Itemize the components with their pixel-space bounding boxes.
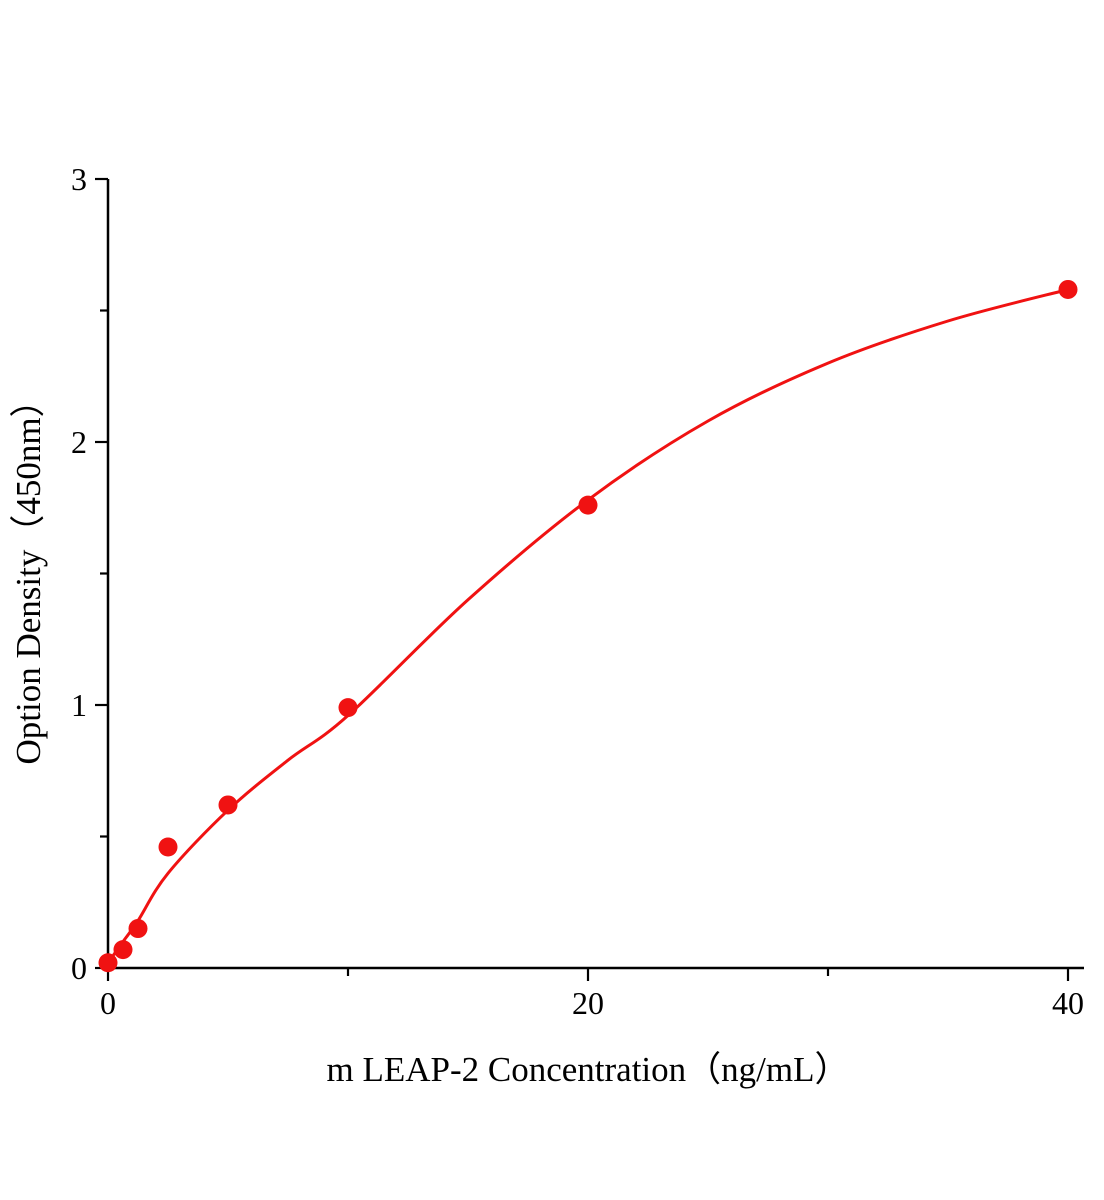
y-tick-label: 2 [71,424,87,460]
fit-curve [106,288,1070,965]
data-point [113,940,133,960]
y-tick-label: 0 [71,950,87,986]
data-point [98,953,118,973]
data-point [128,919,148,939]
x-tick-label: 40 [1052,985,1084,1021]
data-point [338,698,358,718]
y-axis-title: Option Density（450nm） [9,382,48,764]
y-tick-label: 3 [71,161,87,197]
data-point [1058,279,1078,299]
data-point [578,495,598,515]
data-point [158,837,178,857]
x-tick-label: 20 [572,985,604,1021]
x-tick-label: 0 [100,985,116,1021]
data-point [218,795,238,815]
x-axis-title: m LEAP-2 Concentration（ng/mL） [327,1050,850,1089]
y-tick-label: 1 [71,687,87,723]
